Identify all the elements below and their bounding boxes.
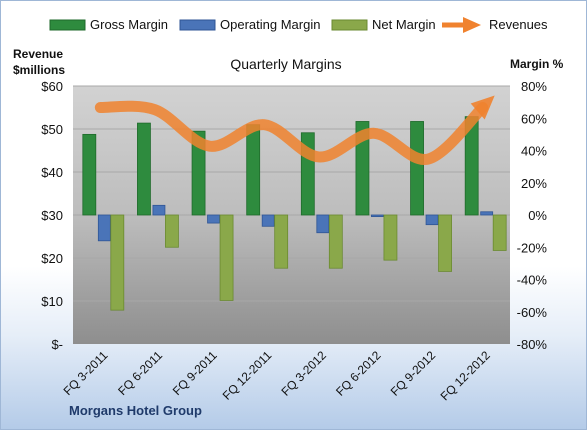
bar-net-margin <box>110 214 125 311</box>
bar-operating-margin <box>371 214 384 218</box>
legend-label-revenues: Revenues <box>489 17 548 32</box>
revenue-line <box>94 100 489 165</box>
bar-gross-margin <box>191 130 206 216</box>
legend-swatch-net-margin <box>331 19 368 31</box>
legend: Gross Margin Operating Margin Net Margin… <box>49 17 548 33</box>
category-label: FQ 9-2011 <box>170 348 220 398</box>
legend-item-revenues: Revenues <box>442 17 548 33</box>
right-axis-ticks: -80% -60% -40% -20% 0% 20% 40% 60% 80% <box>517 79 548 352</box>
legend-swatch-operating-margin <box>179 19 216 31</box>
bar-gross-margin <box>246 124 261 216</box>
legend-swatch-gross-margin <box>49 19 86 31</box>
bar-gross-margin <box>355 121 370 216</box>
legend-label-gross-margin: Gross Margin <box>90 17 168 32</box>
chart-title: Quarterly Margins <box>230 56 341 72</box>
category-axis-ticks: FQ 3-2011 FQ 6-2011 FQ 9-2011 FQ 12-2011 FQ … <box>61 348 493 403</box>
right-tick-label: 40% <box>521 144 547 159</box>
bar-operating-margin <box>152 204 166 216</box>
bar-net-margin <box>219 214 234 301</box>
legend-item-net-margin: Net Margin <box>331 17 436 32</box>
revenue-series <box>94 95 495 165</box>
right-tick-label: -20% <box>517 240 548 255</box>
bar-gross-margin <box>410 121 424 216</box>
left-tick-label: $30 <box>41 208 63 223</box>
bar-gross-margin <box>137 122 151 216</box>
left-axis-title-line2: $millions <box>13 63 65 77</box>
category-label: FQ 12-2011 <box>220 348 275 403</box>
category-label: FQ 6-2011 <box>115 348 165 398</box>
bar-operating-margin <box>425 214 439 226</box>
right-axis-title: Margin % <box>510 57 564 71</box>
legend-item-operating-margin: Operating Margin <box>179 17 320 32</box>
right-tick-label: 0% <box>528 208 547 223</box>
left-tick-label: $50 <box>41 122 63 137</box>
revenue-arrow-head <box>470 95 495 120</box>
left-tick-label: $- <box>51 337 63 352</box>
legend-label-operating-margin: Operating Margin <box>220 17 320 32</box>
bar-operating-margin <box>316 214 330 234</box>
bar-operating-margin <box>261 214 275 227</box>
category-label: FQ 9-2012 <box>388 348 439 399</box>
category-label: FQ 12-2012 <box>438 348 493 403</box>
right-tick-label: -40% <box>517 273 548 288</box>
right-tick-label: 80% <box>521 79 547 94</box>
right-tick-label: -60% <box>517 305 548 320</box>
bar-net-margin <box>274 214 289 269</box>
legend-arrow-revenues <box>463 17 481 33</box>
bar-net-margin <box>438 214 452 272</box>
right-tick-label: 60% <box>521 111 547 126</box>
category-label: FQ 6-2012 <box>333 348 384 399</box>
legend-label-net-margin: Net Margin <box>372 17 436 32</box>
bar-operating-margin <box>480 211 494 216</box>
left-tick-label: $40 <box>41 165 63 180</box>
company-name: Morgans Hotel Group <box>69 403 202 418</box>
left-tick-label: $20 <box>41 251 63 266</box>
left-axis-title-line1: Revenue <box>13 47 63 61</box>
category-label: FQ 3-2011 <box>61 348 111 398</box>
right-tick-label: 20% <box>521 176 547 191</box>
category-label: FQ 3-2012 <box>278 348 329 399</box>
left-axis-ticks: $- $10 $20 $30 $40 $50 $60 <box>41 79 63 352</box>
bar-net-margin <box>383 214 398 261</box>
legend-item-gross-margin: Gross Margin <box>49 17 168 32</box>
bar-series <box>82 116 507 311</box>
bar-net-margin <box>328 214 343 269</box>
bar-net-margin <box>492 214 507 251</box>
bar-operating-margin <box>97 214 111 242</box>
left-tick-label: $10 <box>41 294 63 309</box>
right-tick-label: -80% <box>517 337 548 352</box>
left-tick-label: $60 <box>41 79 63 94</box>
bar-gross-margin <box>82 133 97 216</box>
bar-operating-margin <box>207 214 220 224</box>
bar-net-margin <box>165 214 179 248</box>
